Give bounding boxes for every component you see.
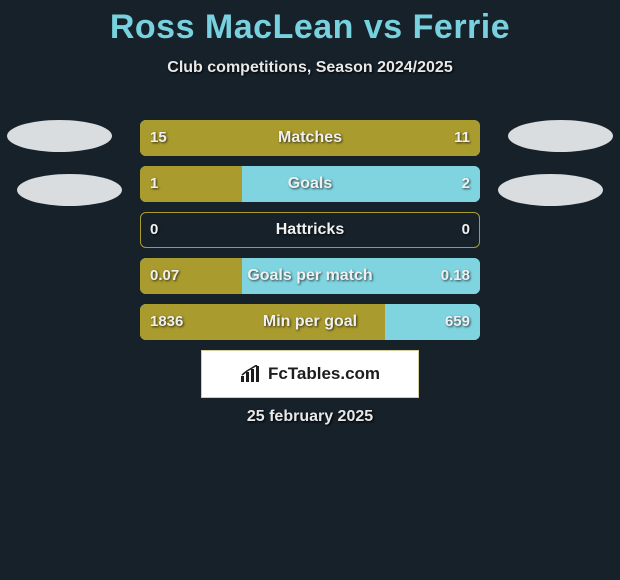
stat-row: Matches1511 <box>0 120 620 156</box>
stat-bar-track <box>140 166 480 202</box>
page-title: Ross MacLean vs Ferrie <box>0 0 620 47</box>
stat-row: Min per goal1836659 <box>0 304 620 340</box>
stat-row: Hattricks00 <box>0 212 620 248</box>
brand-text: FcTables.com <box>268 364 380 384</box>
stat-row: Goals12 <box>0 166 620 202</box>
bars-area: Matches1511 Goals12 Hattricks00 Goals per m… <box>0 120 620 350</box>
stat-bar-left <box>140 258 242 294</box>
brand-badge: FcTables.com <box>201 350 419 398</box>
stat-bar-left <box>140 166 242 202</box>
stat-bar-right <box>385 304 480 340</box>
date-text: 25 february 2025 <box>0 408 620 426</box>
chart-icon <box>240 365 262 383</box>
stat-bar-track <box>140 120 480 156</box>
comparison-infographic: Ross MacLean vs Ferrie Club competitions… <box>0 0 620 580</box>
stat-bar-left <box>140 120 480 156</box>
stat-bar-track <box>140 304 480 340</box>
subtitle: Club competitions, Season 2024/2025 <box>0 59 620 77</box>
stat-bar-right <box>242 258 480 294</box>
stat-bar-right <box>242 166 480 202</box>
stat-bar-track <box>140 212 480 248</box>
stat-bar-left <box>140 304 385 340</box>
stat-bar-track <box>140 258 480 294</box>
stat-row: Goals per match0.070.18 <box>0 258 620 294</box>
